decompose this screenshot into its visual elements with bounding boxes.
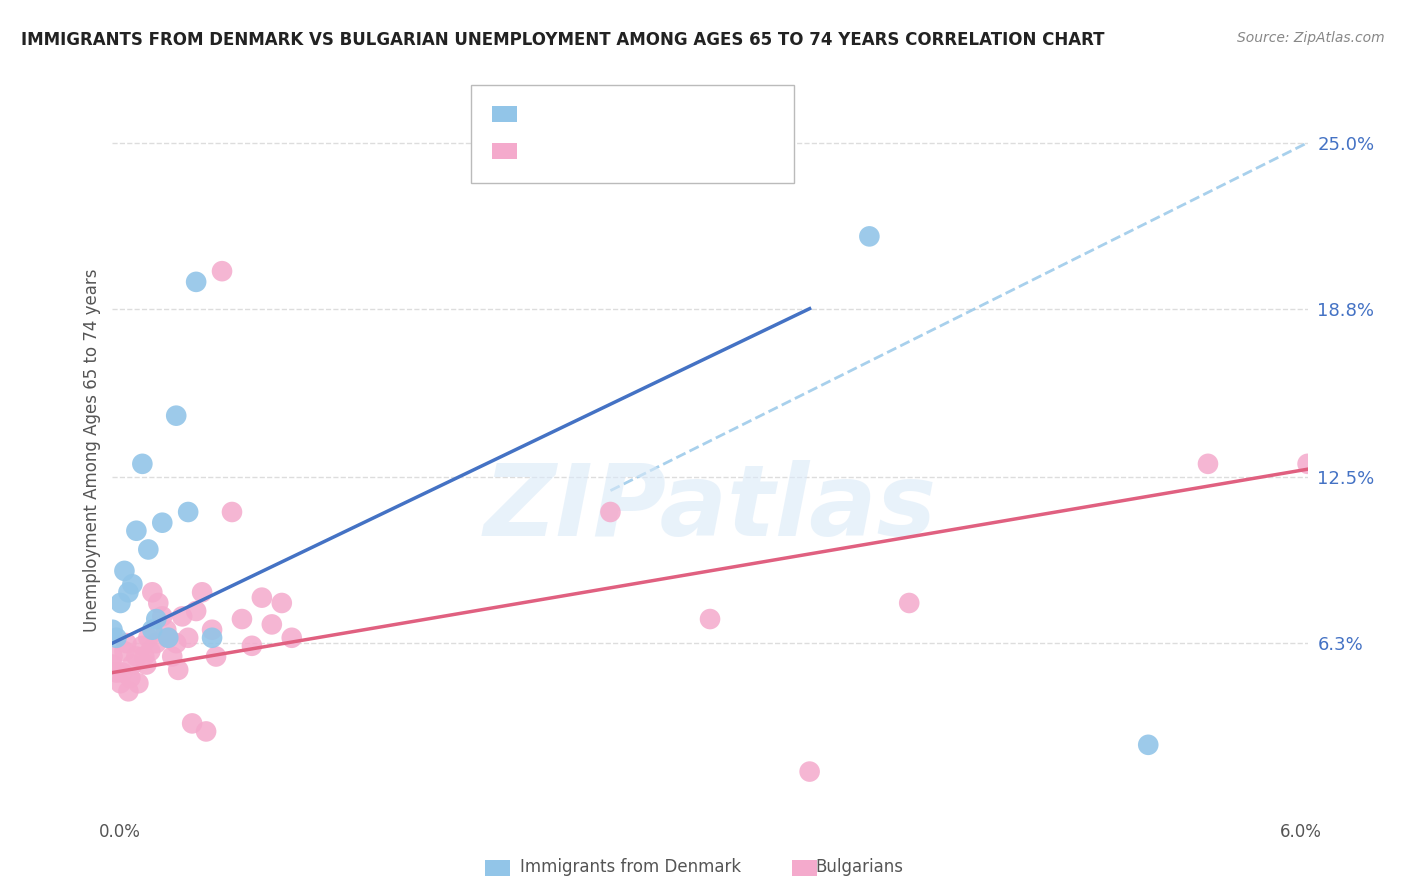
Point xyxy=(115,636,138,650)
Text: IMMIGRANTS FROM DENMARK VS BULGARIAN UNEMPLOYMENT AMONG AGES 65 TO 74 YEARS CORR: IMMIGRANTS FROM DENMARK VS BULGARIAN UNE… xyxy=(21,31,1105,49)
Point xyxy=(131,457,153,471)
Point xyxy=(799,764,821,779)
Point xyxy=(111,665,134,680)
Point xyxy=(105,631,128,645)
Point xyxy=(141,623,163,637)
Point xyxy=(110,676,132,690)
Point xyxy=(201,631,224,645)
Point xyxy=(250,591,273,605)
Point xyxy=(270,596,292,610)
Point xyxy=(858,229,880,244)
Text: 6.0%: 6.0% xyxy=(1279,822,1322,840)
Point xyxy=(181,716,204,731)
Point xyxy=(101,657,124,672)
Point xyxy=(127,676,149,690)
Text: R = 0.366   N = 48: R = 0.366 N = 48 xyxy=(531,142,716,160)
Point xyxy=(165,636,187,650)
Point xyxy=(139,644,162,658)
Point xyxy=(114,644,135,658)
Point xyxy=(101,623,124,637)
Point xyxy=(135,657,157,672)
Point xyxy=(141,585,163,599)
Point xyxy=(150,516,173,530)
Point xyxy=(167,663,190,677)
Point xyxy=(145,612,167,626)
Point xyxy=(114,564,135,578)
Point xyxy=(117,585,139,599)
Text: Bulgarians: Bulgarians xyxy=(815,858,904,876)
Point xyxy=(162,649,183,664)
Point xyxy=(1197,457,1219,471)
Point xyxy=(157,631,180,645)
Point xyxy=(599,505,621,519)
Point xyxy=(177,505,200,519)
Point xyxy=(1296,457,1319,471)
Text: Source: ZipAtlas.com: Source: ZipAtlas.com xyxy=(1237,31,1385,45)
Point xyxy=(157,631,180,645)
Point xyxy=(191,585,214,599)
Point xyxy=(186,604,208,618)
Point xyxy=(125,524,148,538)
Text: Immigrants from Denmark: Immigrants from Denmark xyxy=(520,858,741,876)
Point xyxy=(138,631,160,645)
Text: ZIPatlas: ZIPatlas xyxy=(484,459,936,557)
Point xyxy=(205,649,228,664)
Point xyxy=(138,542,160,557)
Point xyxy=(101,649,124,664)
Point xyxy=(898,596,921,610)
Text: R = 0.509   N = 19: R = 0.509 N = 19 xyxy=(531,105,716,123)
Point xyxy=(177,631,200,645)
Point xyxy=(221,505,243,519)
Point xyxy=(117,684,139,698)
Point xyxy=(134,649,156,664)
Point xyxy=(155,623,177,637)
Y-axis label: Unemployment Among Ages 65 to 74 years: Unemployment Among Ages 65 to 74 years xyxy=(83,268,101,632)
Point xyxy=(172,609,194,624)
Point xyxy=(165,409,187,423)
Point xyxy=(231,612,253,626)
Text: 0.0%: 0.0% xyxy=(98,822,141,840)
Point xyxy=(150,609,173,624)
Point xyxy=(240,639,263,653)
Point xyxy=(186,275,208,289)
Point xyxy=(131,639,153,653)
Point xyxy=(125,649,148,664)
Point xyxy=(201,623,224,637)
Point xyxy=(120,671,142,685)
Point xyxy=(281,631,304,645)
Point xyxy=(121,577,143,591)
Point xyxy=(1137,738,1160,752)
Point xyxy=(105,665,128,680)
Point xyxy=(121,657,143,672)
Point xyxy=(195,724,218,739)
Point xyxy=(148,596,170,610)
Point xyxy=(211,264,233,278)
Point xyxy=(699,612,721,626)
Point xyxy=(260,617,283,632)
Point xyxy=(110,596,132,610)
Point xyxy=(145,636,167,650)
